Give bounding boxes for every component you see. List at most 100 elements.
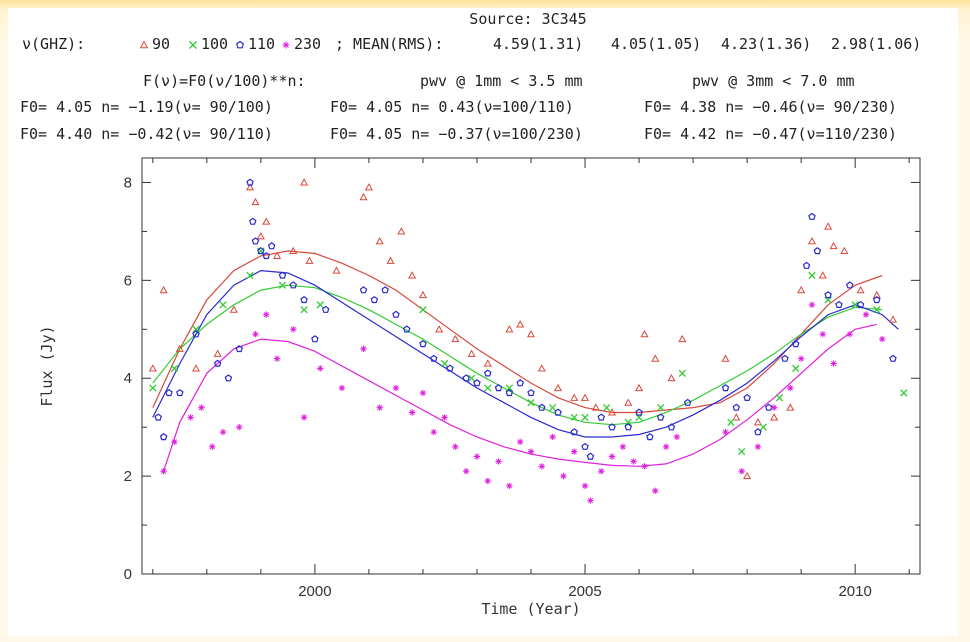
axis-ticks: 0 2 4 6 8 2000 2005 2010 xyxy=(124,158,920,600)
fit-curves xyxy=(152,250,899,472)
data-point-110 xyxy=(581,442,589,450)
data-point-230 xyxy=(652,487,659,494)
data-point-110 xyxy=(359,286,368,294)
data-point-110 xyxy=(824,291,832,299)
data-point-90 xyxy=(273,251,282,259)
data-point-90 xyxy=(229,305,238,313)
data-point-90 xyxy=(159,285,168,294)
pwv-1mm: pwv @ 1mm < 3.5 mm xyxy=(420,72,583,90)
data-point-100 xyxy=(149,384,157,392)
data-point-100 xyxy=(467,374,476,382)
data-point-90 xyxy=(840,246,849,255)
data-point-110 xyxy=(516,379,524,387)
data-point-110 xyxy=(527,388,535,397)
data-point-110 xyxy=(311,335,319,343)
data-point-100 xyxy=(278,281,287,289)
data-point-110 xyxy=(608,423,616,431)
data-point-230 xyxy=(738,468,745,475)
data-point-100 xyxy=(419,306,427,314)
data-point-110 xyxy=(554,408,562,416)
data-point-100 xyxy=(624,418,632,426)
data-point-100 xyxy=(440,359,449,368)
data-point-230 xyxy=(484,477,491,485)
data-point-100 xyxy=(873,306,881,314)
data-point-100 xyxy=(581,413,589,422)
fit-curve-90 xyxy=(152,250,883,414)
data-point-90 xyxy=(651,354,660,362)
data-point-230 xyxy=(754,443,762,450)
data-point-90 xyxy=(397,227,406,235)
data-point-110 xyxy=(176,388,184,397)
data-point-230 xyxy=(608,453,616,460)
data-point-230 xyxy=(516,438,524,446)
data-point-110 xyxy=(154,413,163,421)
data-point-110 xyxy=(597,413,606,421)
data-point-110 xyxy=(192,330,200,338)
data-point-230 xyxy=(787,384,794,392)
y-tick-label-4: 4 xyxy=(124,370,132,387)
x-tick-label-2010: 2010 xyxy=(838,583,871,600)
data-point-110 xyxy=(381,286,389,294)
data-point-110 xyxy=(278,271,287,279)
data-point-100 xyxy=(484,384,492,392)
data-point-110 xyxy=(667,423,676,431)
data-point-110 xyxy=(505,388,514,397)
data-point-90 xyxy=(359,192,368,201)
fit-formula: F(ν)=F0(ν/100)**n: xyxy=(143,72,306,90)
data-point-230 xyxy=(338,384,346,392)
data-point-230 xyxy=(392,384,400,392)
data-point-90 xyxy=(213,349,222,357)
data-point-230 xyxy=(419,389,427,397)
data-point-230 xyxy=(198,404,205,411)
data-point-230 xyxy=(581,482,589,490)
data-point-230 xyxy=(187,414,194,421)
data-point-90 xyxy=(640,329,649,338)
data-point-110 xyxy=(165,388,173,397)
x-tick-label-2000: 2000 xyxy=(298,583,331,600)
data-point-230 xyxy=(209,443,216,450)
data-point-110 xyxy=(248,217,257,225)
data-point-110 xyxy=(765,403,773,411)
data-point-230 xyxy=(263,311,270,318)
data-point-110 xyxy=(646,433,654,441)
x-tick-label-2005: 2005 xyxy=(568,583,601,600)
data-point-90 xyxy=(305,256,314,264)
data-point-100 xyxy=(602,403,611,412)
data-point-230 xyxy=(273,355,281,362)
data-point-90 xyxy=(418,290,427,299)
data-point-90 xyxy=(148,364,157,372)
data-point-110 xyxy=(289,281,297,289)
data-point-110 xyxy=(462,374,470,382)
data-point-110 xyxy=(392,310,400,318)
data-point-110 xyxy=(429,354,438,362)
data-point-90 xyxy=(753,418,762,426)
data-point-100 xyxy=(170,364,179,373)
fit-110-230: F0= 4.42 n= −0.47(ν=110/230) xyxy=(644,125,897,143)
data-point-110 xyxy=(683,398,692,406)
data-point-110 xyxy=(570,428,579,436)
data-point-90 xyxy=(451,334,460,343)
mean-value-230: 2.98(1.06) xyxy=(831,35,921,53)
data-point-110 xyxy=(856,300,865,308)
data-point-100 xyxy=(759,423,767,431)
data-point-230 xyxy=(598,468,605,475)
data-point-100 xyxy=(678,369,686,378)
y-tick-label-0: 0 xyxy=(124,566,132,583)
data-point-230 xyxy=(473,453,481,460)
data-point-90 xyxy=(175,344,184,352)
chart: Source: 3C345 ν(GHZ): 90 100 110 230 ; MEAN… xyxy=(20,10,921,618)
plot-area xyxy=(141,157,921,575)
data-point-110 xyxy=(845,281,854,289)
data-point-230 xyxy=(430,428,437,436)
data-point-230 xyxy=(619,443,627,450)
data-point-90 xyxy=(678,334,687,343)
data-point-230 xyxy=(171,438,178,446)
data-point-230 xyxy=(808,301,816,309)
data-point-110 xyxy=(754,428,762,436)
data-point-110 xyxy=(635,408,643,416)
legend-marker-110 xyxy=(236,40,244,49)
legend: 90 100 110 230 xyxy=(139,35,321,53)
data-point-90 xyxy=(829,241,838,250)
data-point-90 xyxy=(570,393,579,401)
data-point-90 xyxy=(516,320,525,328)
